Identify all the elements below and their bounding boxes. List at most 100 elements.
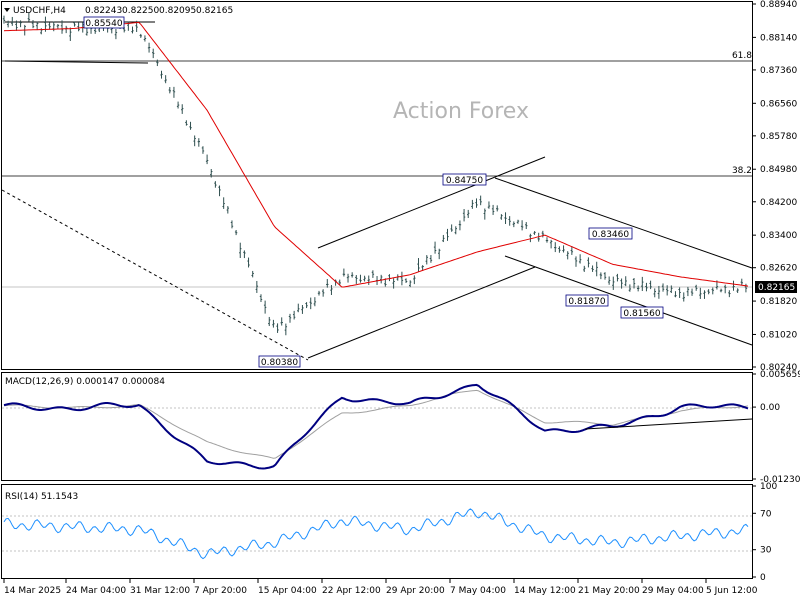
header-high: 0.82250	[122, 6, 159, 16]
price-bar	[632, 277, 636, 289]
price-bar	[417, 258, 420, 273]
price-bar	[93, 27, 97, 34]
x-axis: 14 Mar 2025 24 Mar 04:00 31 Mar 12:00 7 Apr…	[3, 578, 758, 596]
price-bar	[433, 241, 437, 254]
price-bar	[346, 273, 350, 283]
price-bar	[533, 231, 536, 235]
price-bar	[682, 292, 685, 302]
price-bar	[442, 234, 445, 243]
price-bar	[15, 20, 18, 31]
price-bar	[292, 310, 296, 320]
price-bar	[52, 21, 55, 32]
price-bar	[239, 242, 242, 259]
price-bar	[77, 22, 80, 32]
symbol-dropdown-icon[interactable]	[4, 8, 10, 12]
macd-title: MACD(12,26,9) 0.000147 0.000084	[5, 377, 165, 387]
price-bar	[670, 285, 673, 294]
price-bar	[164, 75, 167, 84]
price-bar	[512, 221, 516, 228]
price-y-tick-label: 0.84200	[760, 198, 797, 208]
price-bar	[686, 286, 690, 297]
price-bar	[69, 27, 72, 41]
channel-lower-line	[307, 266, 536, 359]
rsi-y-tick-label: 70	[760, 509, 772, 519]
x-tick-label: 14 May 12:00	[514, 586, 576, 596]
price-bar	[537, 232, 540, 242]
price-y-tick-label: 0.86560	[760, 99, 797, 109]
price-y-tick-label: 0.80240	[760, 363, 797, 373]
header-close: 0.82165	[196, 6, 233, 16]
header-symbol: USDCHF,H4	[13, 6, 66, 16]
price-bar	[549, 239, 553, 249]
price-panel-frame	[1, 1, 753, 370]
price-bar	[545, 237, 549, 243]
price-bar	[504, 212, 507, 224]
price-bar	[525, 222, 528, 230]
price-y-tick-label: 0.81020	[760, 330, 797, 340]
svg-text:0.82165: 0.82165	[758, 283, 795, 293]
price-bar	[570, 246, 574, 255]
price-bar	[462, 209, 466, 222]
price-bar	[454, 226, 457, 235]
price-bar	[703, 290, 706, 299]
price-bar	[674, 291, 677, 298]
price-bar	[350, 272, 354, 278]
price-bar	[152, 48, 155, 59]
x-tick-label: 29 May 04:00	[642, 586, 704, 596]
price-bar	[661, 283, 665, 292]
bottom-range-line	[4, 60, 149, 64]
price-bar	[554, 242, 557, 253]
price-bar	[744, 283, 748, 293]
annotation-0-81560: 0.81560	[620, 306, 664, 319]
price-bar	[160, 70, 163, 79]
price-bar	[64, 25, 68, 34]
x-tick-label: 7 Apr 20:00	[194, 586, 247, 596]
price-bar	[607, 276, 611, 285]
price-bar	[616, 273, 619, 282]
price-bar	[641, 276, 644, 292]
price-bar	[143, 35, 147, 42]
annotation-0-80380: 0.80380	[258, 355, 301, 368]
macd-trendline	[584, 418, 753, 430]
dashed-trendline	[1, 189, 309, 361]
svg-text:0.81870: 0.81870	[568, 297, 605, 307]
price-bar	[458, 220, 462, 231]
price-bar	[222, 197, 225, 209]
price-bar	[35, 21, 39, 30]
price-bar	[649, 280, 652, 290]
rsi-title: RSI(14) 51.1543	[5, 492, 78, 502]
x-tick-label: 29 Apr 20:00	[386, 586, 445, 596]
watermark: Action Forex	[393, 99, 529, 124]
price-bar	[628, 284, 632, 292]
x-tick-label: 31 Mar 12:00	[130, 586, 190, 596]
descending-channel-lower	[504, 255, 753, 346]
price-bar	[636, 285, 640, 292]
price-bar	[467, 209, 470, 219]
price-bar	[516, 219, 520, 224]
annotation-0-83460: 0.83460	[588, 227, 633, 240]
header-open: 0.82243	[85, 6, 122, 16]
svg-text:0.80380: 0.80380	[261, 358, 298, 368]
price-bar	[305, 302, 308, 309]
rsi-y-tick-label: 100	[760, 482, 777, 492]
price-bar	[450, 224, 453, 232]
price-bar	[247, 257, 250, 268]
price-bar	[131, 26, 134, 34]
price-bar	[185, 120, 188, 126]
annotation-0-85540: 0.85540	[83, 16, 125, 29]
price-bar	[321, 289, 325, 297]
price-bar	[508, 216, 511, 226]
price-bar	[371, 270, 375, 278]
price-bar	[566, 251, 569, 260]
price-bar	[284, 323, 288, 336]
price-bar	[471, 199, 474, 209]
price-bar	[181, 104, 184, 114]
price-bar	[139, 33, 142, 38]
price-bar	[210, 169, 213, 178]
x-tick-label: 24 Mar 04:00	[66, 586, 126, 596]
price-bar	[491, 204, 495, 215]
price-bar	[268, 316, 271, 327]
price-bar	[678, 287, 681, 298]
rsi-y-axis: 100 70 30 0	[752, 482, 777, 583]
